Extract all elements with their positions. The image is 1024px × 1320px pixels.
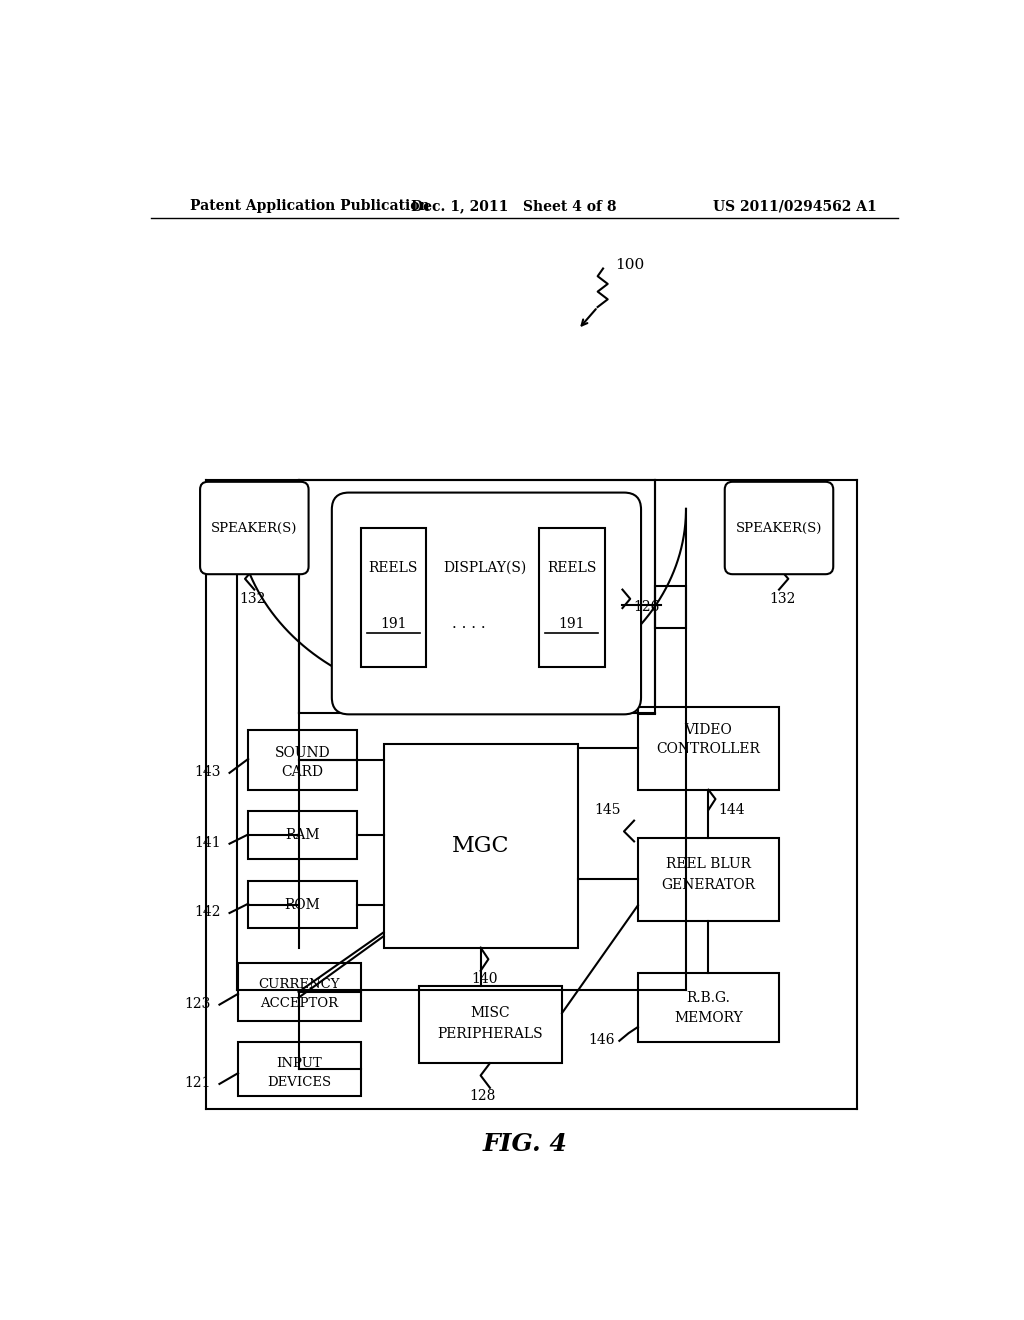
Text: 145: 145	[594, 804, 621, 817]
Text: GENERATOR: GENERATOR	[662, 878, 756, 892]
Bar	[248, 880, 356, 928]
Text: CONTROLLER: CONTROLLER	[656, 742, 761, 756]
Bar	[248, 812, 356, 859]
Text: R.B.G.: R.B.G.	[686, 991, 730, 1005]
Text: ROM: ROM	[285, 898, 321, 912]
Bar	[655, 586, 686, 628]
Text: 141: 141	[195, 836, 221, 850]
Text: SPEAKER(S): SPEAKER(S)	[736, 521, 822, 535]
Text: CARD: CARD	[282, 766, 324, 779]
Text: 143: 143	[195, 766, 221, 779]
Text: 123: 123	[184, 997, 211, 1011]
FancyBboxPatch shape	[332, 492, 641, 714]
Bar	[238, 1043, 360, 1096]
Text: MEMORY: MEMORY	[674, 1011, 742, 1024]
Text: DEVICES: DEVICES	[267, 1076, 332, 1089]
Bar	[384, 743, 578, 948]
Text: 100: 100	[614, 257, 644, 272]
Text: REEL BLUR: REEL BLUR	[666, 858, 751, 871]
FancyBboxPatch shape	[200, 482, 308, 574]
Bar	[638, 837, 779, 921]
Text: FIG. 4: FIG. 4	[482, 1133, 567, 1156]
Bar	[419, 986, 562, 1063]
Text: 142: 142	[195, 906, 221, 919]
Bar	[248, 730, 356, 789]
Text: RAM: RAM	[285, 828, 319, 842]
Text: . . . .: . . . .	[453, 618, 485, 631]
Text: 140: 140	[471, 972, 498, 986]
Text: 128: 128	[470, 1089, 497, 1104]
Text: REELS: REELS	[369, 561, 418, 576]
Bar	[638, 706, 779, 789]
Text: ACCEPTOR: ACCEPTOR	[260, 997, 338, 1010]
Text: MISC: MISC	[470, 1006, 510, 1020]
Text: 121: 121	[184, 1076, 211, 1090]
Text: US 2011/0294562 A1: US 2011/0294562 A1	[713, 199, 877, 213]
Text: MGC: MGC	[452, 834, 509, 857]
Text: 132: 132	[770, 593, 796, 606]
Bar	[638, 973, 779, 1043]
Text: SPEAKER(S): SPEAKER(S)	[211, 521, 298, 535]
Text: DISPLAY(S): DISPLAY(S)	[442, 561, 526, 576]
Text: PERIPHERALS: PERIPHERALS	[437, 1027, 543, 1041]
Text: SOUND: SOUND	[274, 746, 330, 760]
Text: Dec. 1, 2011   Sheet 4 of 8: Dec. 1, 2011 Sheet 4 of 8	[411, 199, 616, 213]
Text: CURRENCY: CURRENCY	[258, 978, 340, 991]
Text: 146: 146	[588, 1032, 614, 1047]
Text: 126: 126	[633, 599, 659, 614]
Text: Patent Application Publication: Patent Application Publication	[190, 199, 430, 213]
Bar	[360, 528, 426, 667]
Text: REELS: REELS	[547, 561, 596, 576]
Text: 144: 144	[719, 804, 745, 817]
Text: 191: 191	[558, 618, 585, 631]
Text: 191: 191	[380, 618, 407, 631]
Bar	[238, 964, 360, 1020]
Text: VIDEO: VIDEO	[685, 723, 732, 737]
FancyBboxPatch shape	[725, 482, 834, 574]
Text: 132: 132	[240, 593, 266, 606]
Bar	[539, 528, 604, 667]
Text: INPUT: INPUT	[276, 1057, 323, 1071]
